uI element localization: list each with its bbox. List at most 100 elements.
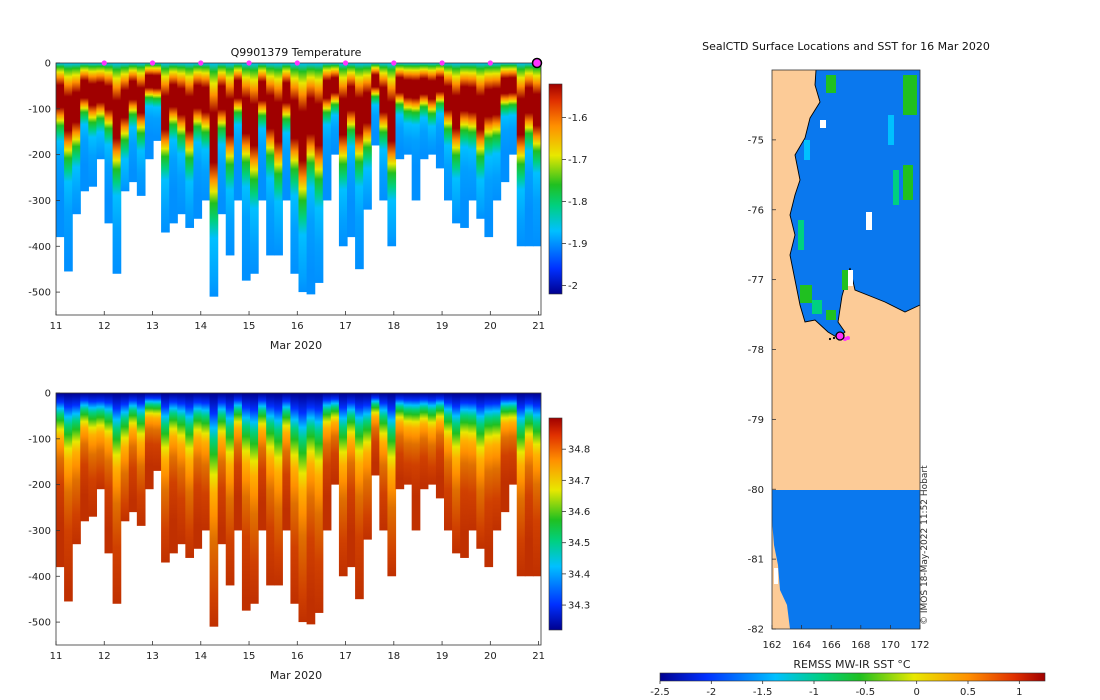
sst-colorbar-tick-label: -1 <box>809 687 819 698</box>
profile-column <box>120 63 130 192</box>
profile-column <box>468 393 477 531</box>
surface-marker <box>246 60 252 66</box>
sst-map-panel: SealCTD Surface Locations and SST for 16… <box>650 40 1046 698</box>
profile-column <box>371 63 380 146</box>
surface-marker <box>294 60 300 66</box>
x-tick-label: 20 <box>484 651 497 662</box>
x-tick-label: 11 <box>50 651 63 662</box>
colorbar-tick-label: 34.6 <box>568 507 590 518</box>
profile-column <box>322 393 332 531</box>
profile-column <box>403 393 413 485</box>
profile-column <box>250 63 259 274</box>
y-tick-label: -400 <box>28 242 51 253</box>
x-tick-label: 12 <box>98 321 111 332</box>
profile-column <box>460 393 469 558</box>
sst-missing-gap-south <box>774 568 778 584</box>
colorbar-tick-label: -1.7 <box>568 155 588 166</box>
temperature-heatmap <box>56 63 541 297</box>
colorbar-tick-label: -1.9 <box>568 239 588 250</box>
map-y-tick-label: -77 <box>748 275 764 286</box>
profile-column <box>395 393 405 490</box>
profile-column <box>104 393 114 554</box>
x-tick-label: 16 <box>291 321 304 332</box>
sst-colorbar-tick-label: -1.5 <box>753 687 773 698</box>
profile-column <box>185 63 195 228</box>
sst-missing-gaps <box>820 120 872 286</box>
profile-column <box>250 393 259 604</box>
colorbar-tick-label: -1.6 <box>568 113 588 124</box>
profile-column <box>274 393 283 586</box>
profile-column <box>120 393 130 522</box>
ross-sea-ocean <box>790 70 920 338</box>
sst-colorbar-tick-label: -0.5 <box>856 687 876 698</box>
map-x-tick-label: 172 <box>910 640 929 651</box>
profile-column <box>209 63 219 297</box>
y-tick-label: -300 <box>28 526 51 537</box>
profile-column <box>338 63 348 247</box>
surface-marker <box>198 60 204 66</box>
profile-column <box>314 393 324 613</box>
profile-column <box>193 63 203 219</box>
salinity-axes-frame <box>55 392 542 646</box>
profile-column <box>274 63 283 256</box>
salinity-xlabel: Mar 2020 <box>270 669 322 682</box>
profile-column <box>266 393 275 586</box>
map-y-tick-label: -76 <box>748 205 764 216</box>
x-tick-label: 20 <box>484 321 497 332</box>
colorbar-tick-label: 34.4 <box>568 569 590 580</box>
profile-column <box>419 393 429 490</box>
x-tick-label: 16 <box>291 651 304 662</box>
x-tick-label: 21 <box>532 321 545 332</box>
profile-column <box>233 393 243 531</box>
sst-green-patches <box>798 75 917 320</box>
profile-column <box>338 393 348 577</box>
x-tick-label: 19 <box>436 651 449 662</box>
map-y-tick-label: -80 <box>748 485 764 496</box>
surface-marker <box>487 60 493 66</box>
profile-column <box>88 63 98 187</box>
profile-column <box>347 63 356 238</box>
profile-column <box>56 63 65 238</box>
profile-column <box>88 393 98 517</box>
profile-column <box>371 393 380 476</box>
x-tick-label: 12 <box>98 651 111 662</box>
profile-column <box>201 393 211 531</box>
profile-column <box>403 63 413 155</box>
x-tick-label: 19 <box>436 321 449 332</box>
profile-column <box>508 63 518 155</box>
map-y-tick-label: -82 <box>748 625 764 636</box>
profile-column <box>444 393 453 531</box>
x-tick-label: 14 <box>194 321 207 332</box>
profile-column <box>387 63 397 247</box>
profile-column <box>419 63 429 160</box>
profile-column <box>72 63 81 215</box>
profile-column <box>177 393 186 545</box>
x-tick-label: 17 <box>339 321 352 332</box>
y-tick-label: -100 <box>28 104 51 115</box>
surface-marker <box>391 60 397 66</box>
profile-column <box>435 393 445 499</box>
map-x-tick-label: 170 <box>881 640 900 651</box>
profile-column <box>476 393 486 549</box>
surface-marker <box>342 60 349 66</box>
profile-column <box>112 63 122 274</box>
profile-column <box>298 393 308 623</box>
profile-column <box>217 63 227 215</box>
temperature-title: Q9901379 Temperature <box>231 46 362 59</box>
x-tick-label: 18 <box>387 651 400 662</box>
profile-column <box>355 63 364 270</box>
sst-colorbar-tick-label: -2.5 <box>650 687 670 698</box>
profile-column <box>169 63 178 224</box>
y-tick-label: -500 <box>28 288 51 299</box>
temperature-panel: Q9901379 Temperature 0 -100 -200 -300 -400 -5… <box>28 46 587 352</box>
profile-column <box>241 393 251 611</box>
profile-column <box>136 63 146 196</box>
x-tick-label: 13 <box>146 321 159 332</box>
profile-column <box>484 63 494 238</box>
temperature-end-marker <box>531 57 543 69</box>
profile-column <box>201 63 211 201</box>
y-tick-label: -100 <box>28 434 51 445</box>
profile-column <box>258 63 267 201</box>
x-tick-label: 15 <box>243 321 256 332</box>
sst-colorbar <box>659 672 1046 682</box>
